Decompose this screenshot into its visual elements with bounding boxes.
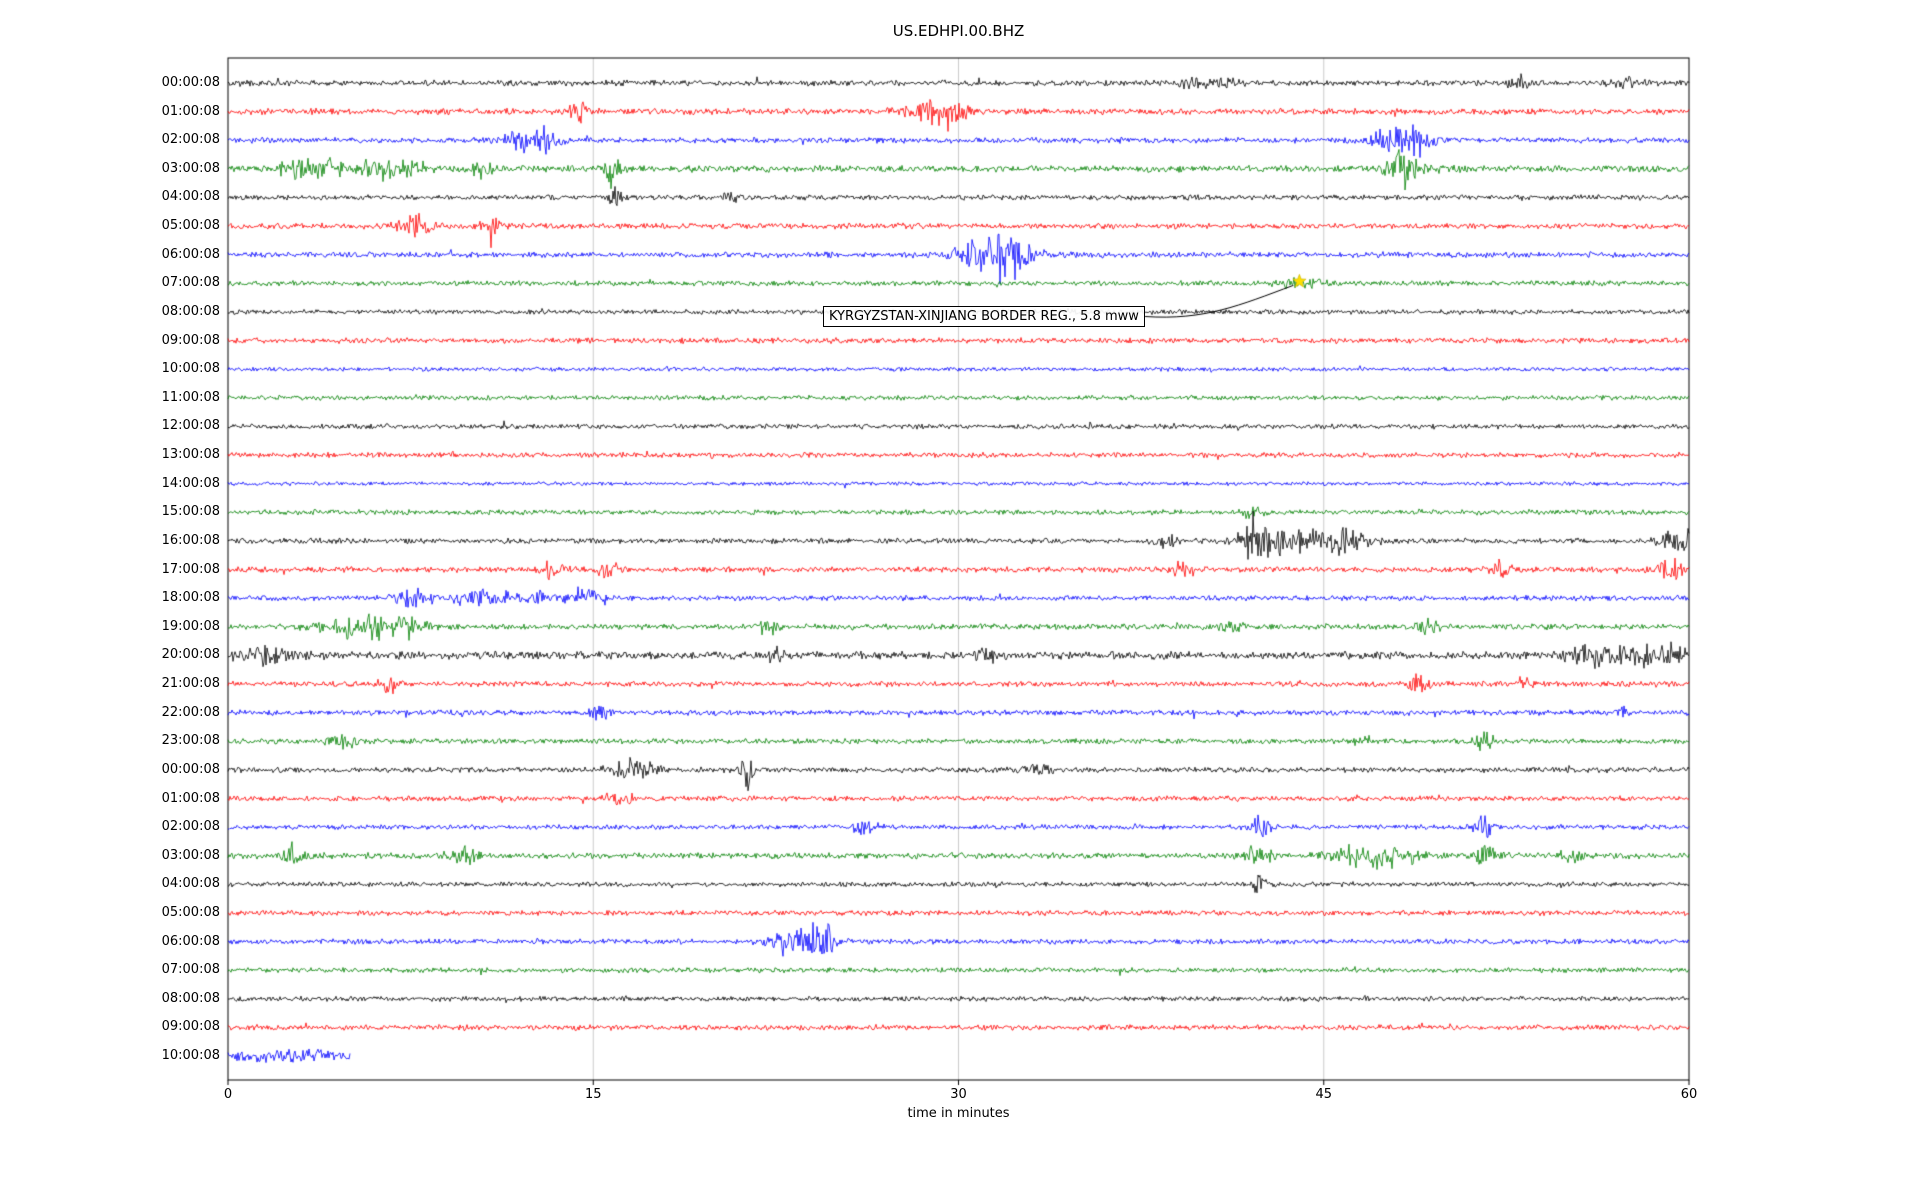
trace-time-label: 10:00:08 <box>161 1048 220 1064</box>
trace-time-label: 04:00:08 <box>161 189 220 205</box>
trace-time-label: 05:00:08 <box>161 904 220 920</box>
trace-time-label: 07:00:08 <box>161 275 220 291</box>
trace-time-label: 19:00:08 <box>161 618 220 634</box>
trace-time-label: 06:00:08 <box>161 933 220 949</box>
trace-time-label: 16:00:08 <box>161 532 220 548</box>
trace-time-label: 01:00:08 <box>161 790 220 806</box>
trace-time-label: 02:00:08 <box>161 132 220 148</box>
x-axis-tick-label: 30 <box>950 1087 967 1102</box>
trace-time-label: 01:00:08 <box>161 103 220 119</box>
trace-time-label: 09:00:08 <box>161 1019 220 1035</box>
trace-time-label: 08:00:08 <box>161 990 220 1006</box>
x-axis-tick-label: 15 <box>584 1087 602 1102</box>
trace-time-label: 00:00:08 <box>161 75 220 90</box>
trace-time-label: 04:00:08 <box>161 876 220 892</box>
trace-time-label: 22:00:08 <box>161 704 220 720</box>
trace-time-label: 13:00:08 <box>161 447 220 463</box>
trace-time-label: 02:00:08 <box>161 819 220 835</box>
trace-time-label: 11:00:08 <box>161 389 220 405</box>
event-annotation-label: KYRGYZSTAN-XINJIANG BORDER REG., 5.8 mww <box>823 306 1145 327</box>
trace-time-label: 17:00:08 <box>161 561 220 577</box>
trace-time-label: 00:00:08 <box>161 761 220 777</box>
trace-time-label: 03:00:08 <box>161 847 220 863</box>
trace-time-label: 03:00:08 <box>161 160 220 176</box>
trace-time-label: 08:00:08 <box>161 303 220 319</box>
trace-time-label: 20:00:08 <box>161 647 220 663</box>
x-axis-tick-label: 0 <box>223 1087 233 1102</box>
x-axis-tick-label: 60 <box>1680 1087 1698 1102</box>
trace-time-label: 18:00:08 <box>161 590 220 606</box>
chart-title: US.EDHPI.00.BHZ <box>892 22 1025 40</box>
trace-time-label: 21:00:08 <box>161 676 220 692</box>
trace-time-label: 05:00:08 <box>161 218 220 234</box>
trace-time-label: 07:00:08 <box>161 962 220 978</box>
trace-time-label: 06:00:08 <box>161 246 220 262</box>
trace-time-label: 14:00:08 <box>161 475 220 491</box>
trace-time-label: 23:00:08 <box>161 733 220 749</box>
trace-time-label: 12:00:08 <box>161 418 220 434</box>
x-axis-tick-label: 45 <box>1315 1087 1333 1102</box>
x-axis-label: time in minutes <box>907 1106 1010 1121</box>
trace-time-label: 15:00:08 <box>161 504 220 520</box>
trace-time-label: 09:00:08 <box>161 332 220 348</box>
trace-time-label: 10:00:08 <box>161 361 220 377</box>
